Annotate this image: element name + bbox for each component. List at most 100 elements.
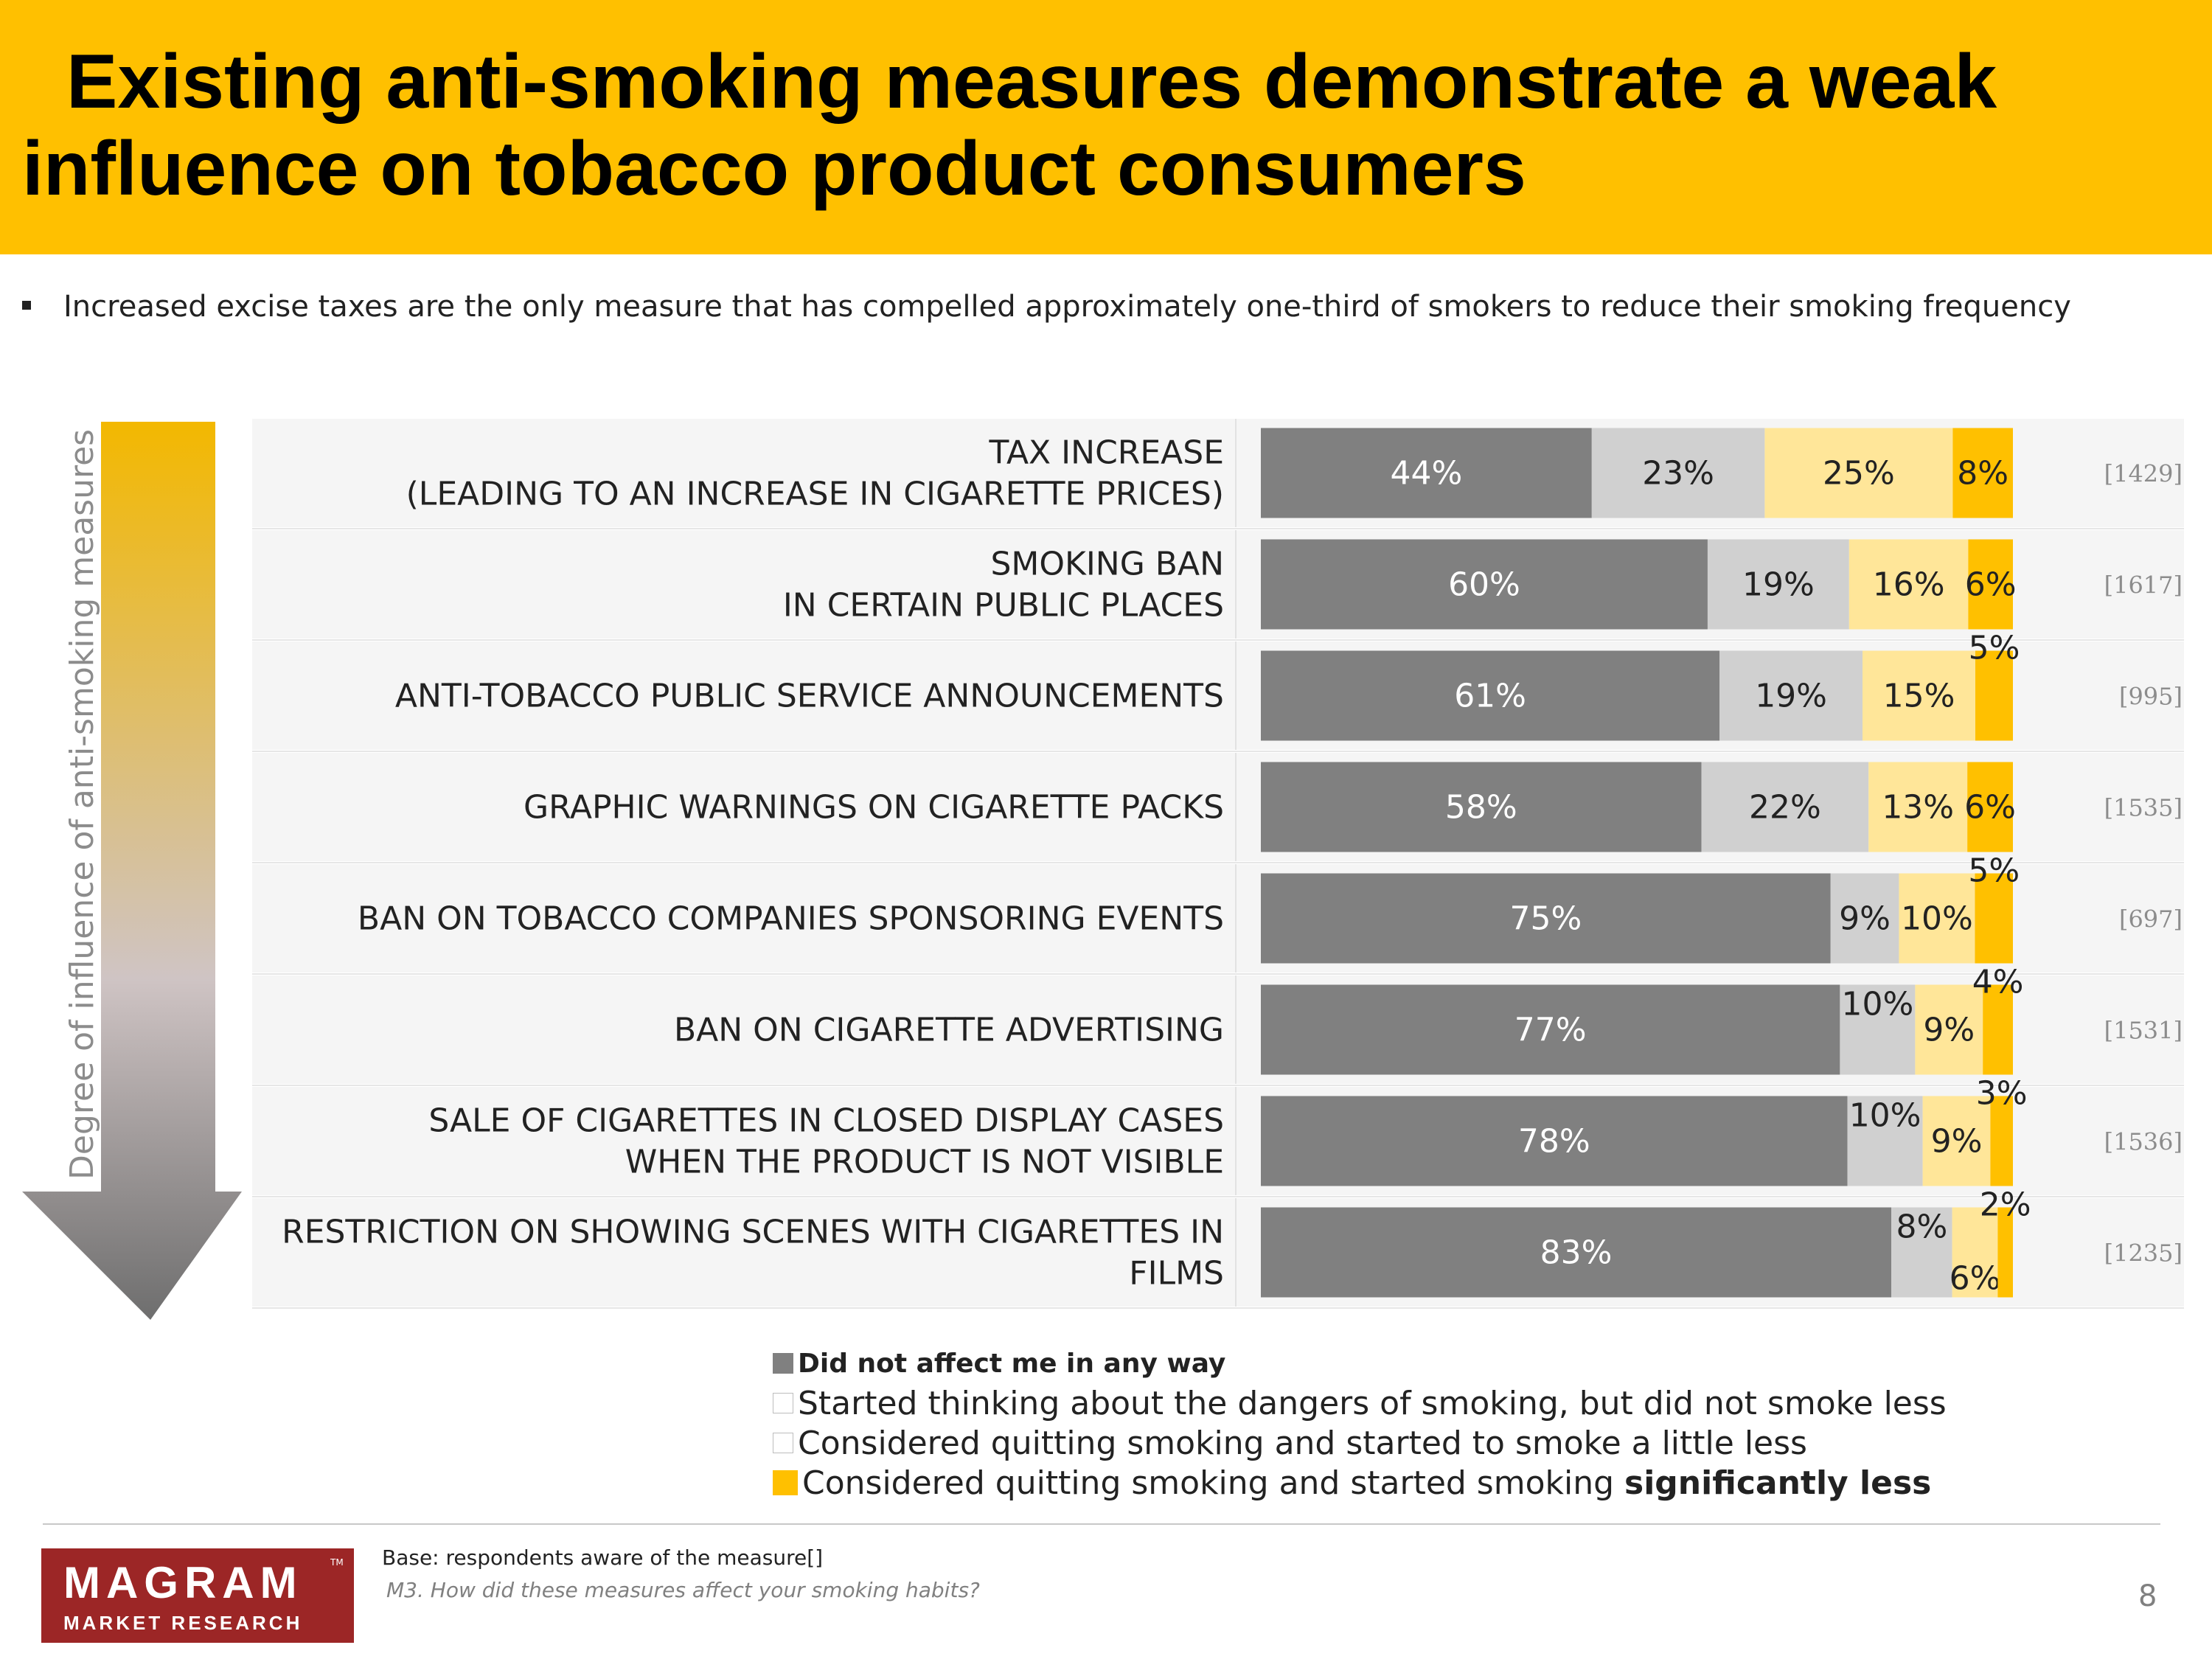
- bar-segment: [1591, 428, 1765, 518]
- category-label: RESTRICTION ON SHOWING SCENES WITH CIGAR…: [282, 1214, 1224, 1251]
- legend-item-smoke-significantly-less: Considered quitting smoking and started …: [773, 1463, 1947, 1503]
- legend-item-did-not-affect: Did not affect me in any way: [773, 1343, 1947, 1383]
- data-label: 6%: [1965, 566, 2017, 604]
- data-label: 3%: [1976, 1075, 2028, 1113]
- chart-legend: Did not affect me in any way Started thi…: [773, 1343, 1947, 1503]
- data-label: 19%: [1755, 678, 1827, 715]
- bar-segment: [1967, 762, 2013, 852]
- data-label: 6%: [1950, 1260, 2001, 1298]
- data-label: 2%: [1980, 1186, 2031, 1224]
- category-label: SALE OF CIGARETTES IN CLOSED DISPLAY CAS…: [428, 1102, 1224, 1140]
- bar-segment: [1990, 1096, 2013, 1186]
- bar-segment: [1261, 650, 1720, 741]
- bar-segment: [1261, 1207, 1892, 1298]
- data-label: 19%: [1742, 566, 1815, 604]
- data-label: 13%: [1882, 789, 1954, 827]
- data-label: 83%: [1540, 1234, 1613, 1272]
- data-label: 5%: [1968, 852, 2020, 890]
- bar-segment: [1891, 1207, 1952, 1298]
- base-count: [1531]: [2104, 1017, 2183, 1045]
- bar-segment: [1848, 539, 1969, 630]
- bar-segment: [1261, 762, 1702, 852]
- legend-swatch-smoke-significantly-less: [773, 1470, 798, 1495]
- legend-label: Started thinking about the dangers of sm…: [798, 1384, 1947, 1422]
- bar-segment: [1719, 650, 1863, 741]
- legend-label: Considered quitting smoking and started …: [798, 1424, 1807, 1462]
- data-label: 15%: [1883, 678, 1955, 715]
- category-label: FILMS: [1129, 1255, 1224, 1293]
- data-label: 10%: [1901, 900, 1973, 938]
- stacked-bar-chart: TAX INCREASE (LEADING TO AN INCREASE IN C…: [252, 419, 2184, 1309]
- bar-segment: [1968, 539, 2013, 630]
- data-label: 77%: [1514, 1012, 1587, 1049]
- data-label: 22%: [1749, 789, 1821, 827]
- category-label: BAN ON CIGARETTE ADVERTISING: [674, 1012, 1224, 1049]
- data-label: 9%: [1931, 1123, 1983, 1161]
- influence-arrow-icon: [22, 422, 242, 1320]
- legend-item-smoke-little-less: Considered quitting smoking and started …: [773, 1423, 1947, 1463]
- bar-segment: [1840, 984, 1916, 1075]
- legend-item-started-thinking: Started thinking about the dangers of sm…: [773, 1383, 1947, 1423]
- bar-segment: [1975, 650, 2013, 741]
- title-line-2: influence on tobacco product consumers: [22, 126, 1526, 212]
- base-count: [1429]: [2104, 460, 2183, 488]
- bar-segment: [1701, 762, 1869, 852]
- logo-main-text: MAGRAM: [63, 1558, 303, 1607]
- legend-emphasis: significantly less: [1624, 1464, 1932, 1502]
- base-count: [697]: [2119, 905, 2183, 933]
- base-note: Base: respondents aware of the measure[]: [382, 1545, 824, 1570]
- category-label: GRAPHIC WARNINGS ON CIGARETTE PACKS: [524, 789, 1224, 827]
- bar-segment: [1863, 650, 1975, 741]
- data-label: 5%: [1969, 630, 2020, 667]
- base-count: [995]: [2119, 683, 2183, 711]
- bar-segment: [1975, 873, 2013, 964]
- key-finding: Increased excise taxes are the only meas…: [22, 290, 2071, 324]
- data-label: 6%: [1964, 789, 2016, 827]
- bar-segment: [1997, 1207, 2013, 1298]
- base-count: [1535]: [2104, 794, 2183, 822]
- legend-swatch-smoke-little-less: [773, 1433, 793, 1453]
- bar-segment: [1261, 539, 1708, 630]
- bar-segment: [1847, 1096, 1923, 1186]
- base-count: [1617]: [2104, 571, 2183, 599]
- magram-logo: MAGRAM TM MARKET RESEARCH: [41, 1548, 354, 1643]
- data-label: 58%: [1445, 789, 1517, 827]
- legend-swatch-did-not-affect: [773, 1353, 793, 1374]
- category-label: TAX INCREASE: [988, 434, 1224, 472]
- page-number: 8: [2138, 1579, 2157, 1613]
- category-label: WHEN THE PRODUCT IS NOT VISIBLE: [625, 1144, 1224, 1181]
- data-label: 23%: [1642, 455, 1714, 493]
- category-label: SMOKING BAN: [990, 546, 1224, 583]
- legend-swatch-started-thinking: [773, 1393, 793, 1413]
- category-label: ANTI-TOBACCO PUBLIC SERVICE ANNOUNCEMENT…: [395, 678, 1224, 715]
- bar-segment: [1707, 539, 1849, 630]
- data-label: 8%: [1896, 1208, 1947, 1246]
- bar-segment: [1261, 1096, 1848, 1186]
- data-label: 75%: [1509, 900, 1582, 938]
- title-line-1: Existing anti-smoking measures demonstra…: [66, 39, 1997, 125]
- data-label: 8%: [1957, 455, 2008, 493]
- legend-label: Did not affect me in any way: [798, 1348, 1226, 1379]
- bar-segment: [1868, 762, 1968, 852]
- logo-sub-text: MARKET RESEARCH: [63, 1612, 303, 1634]
- bar-segment: [1915, 984, 1983, 1075]
- category-label: IN CERTAIN PUBLIC PLACES: [783, 587, 1224, 625]
- footer-divider: [43, 1523, 2160, 1525]
- data-label: 10%: [1849, 1097, 1921, 1135]
- bar-segment: [1764, 428, 1953, 518]
- logo-trademark: TM: [330, 1557, 344, 1568]
- data-label: 61%: [1454, 678, 1526, 715]
- bar-segment: [1261, 873, 1831, 964]
- base-count: [1536]: [2104, 1128, 2183, 1156]
- data-label: 10%: [1842, 986, 1914, 1023]
- bar-segment: [1922, 1096, 1991, 1186]
- data-label: 16%: [1873, 566, 1945, 604]
- data-label: 60%: [1448, 566, 1520, 604]
- bar-segment: [1952, 1207, 1998, 1298]
- bar-segment: [1261, 428, 1592, 518]
- bar-segment: [1261, 984, 1840, 1075]
- data-label: 44%: [1391, 455, 1463, 493]
- key-finding-text: Increased excise taxes are the only meas…: [63, 290, 2071, 324]
- data-label: 78%: [1518, 1123, 1590, 1161]
- bullet-square-icon: [22, 301, 31, 310]
